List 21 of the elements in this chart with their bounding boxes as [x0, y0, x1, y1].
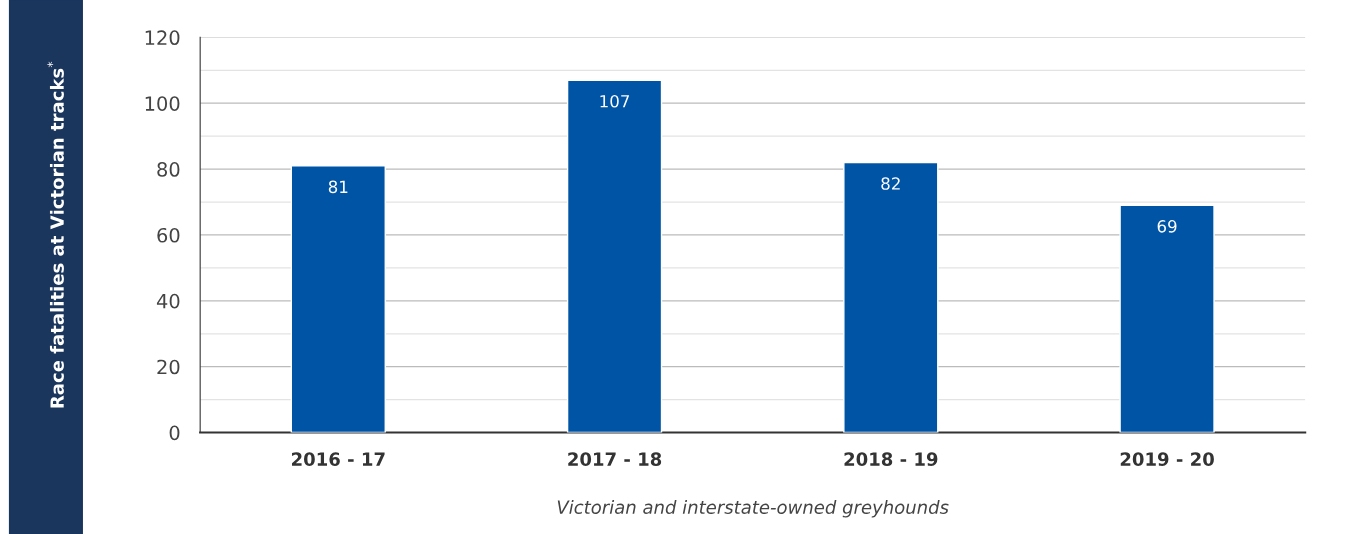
x-axis-title: Victorian and interstate-owned greyhounds — [557, 500, 949, 518]
bar — [843, 161, 939, 433]
bar — [290, 165, 386, 433]
y-tick-label: 60 — [157, 227, 180, 243]
data-label: 82 — [881, 177, 900, 190]
data-label: 81 — [328, 180, 348, 194]
y-axis-title: Race fatalities at Victorian tracks$^{*}$ — [47, 61, 64, 408]
y-tick-label: 80 — [157, 162, 180, 177]
bar — [1119, 204, 1215, 433]
y-tick-label: 20 — [157, 359, 180, 375]
x-tick-label: 2017 - 18 — [568, 452, 662, 466]
y-tick-label: 100 — [145, 96, 180, 111]
y-tick-label: 40 — [156, 293, 180, 309]
x-tick-label: 2019 - 20 — [1120, 452, 1214, 466]
y-tick-label: 120 — [145, 30, 180, 46]
y-tick-label: 0 — [169, 425, 180, 441]
x-tick-label: 2018 - 19 — [844, 452, 938, 466]
bar — [566, 79, 663, 433]
data-label: 69 — [1157, 220, 1177, 233]
x-tick-label: 2016 - 17 — [292, 452, 385, 466]
data-label: 107 — [600, 94, 630, 108]
